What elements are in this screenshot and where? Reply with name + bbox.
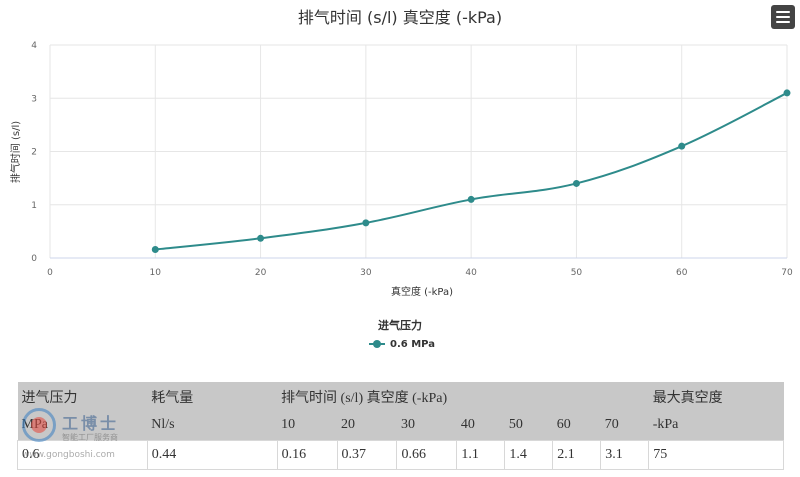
header-unit: -kPa [652,417,679,433]
hamburger-menu-icon[interactable] [771,5,795,29]
header-unit: 30 [400,417,415,433]
x-tick-label: 10 [150,268,162,278]
y-tick-label: 4 [31,41,37,51]
header-unit: Nl/s [151,417,175,433]
y-axis-label: 排气时间 (s/l) [9,121,22,183]
legend-line-dot-icon [369,339,385,349]
table-cell: 0.6 [17,439,148,470]
table-cell: 1.1 [456,439,506,470]
y-tick-label: 1 [31,201,37,211]
data-point[interactable] [151,245,159,253]
data-point[interactable] [257,234,265,242]
grid-lines [49,44,788,259]
x-axis-label: 真空度 (-kPa) [391,285,453,298]
table-cell: 0.44 [146,439,278,470]
legend-title: 进气压力 [378,319,422,332]
legend-label: 0.6 MPa [390,338,435,350]
header-unit: 50 [508,417,523,433]
table-cell: 0.37 [336,439,398,470]
header-unit: MPa [21,417,48,433]
header-unit: 10 [281,417,296,433]
header-unit: 20 [341,417,355,433]
x-tick-label: 40 [465,268,477,278]
legend-item-0-6-mpa[interactable]: 0.6 MPa [369,337,435,351]
header-inlet-pressure: 进气压力 [21,390,78,406]
series-points [151,89,791,253]
header-max-vacuum: 最大真空度 [652,390,723,406]
table-cell: 3.1 [600,439,650,470]
x-tick-label: 20 [255,268,267,278]
x-tick-label: 50 [571,268,583,278]
table-cell: 75 [648,439,784,470]
x-tick-label: 0 [47,268,53,278]
table-header-row-1: 进气压力 耗气量 排气时间 (s/l) 真空度 (-kPa) 最大真空度 [17,382,784,411]
data-point[interactable] [678,142,686,150]
x-tick-label: 30 [360,268,372,278]
spec-table: 进气压力 耗气量 排气时间 (s/l) 真空度 (-kPa) 最大真空度 MPa… [17,382,784,470]
header-unit: 60 [556,417,571,433]
line-chart: 0 1 2 3 4 0 10 20 30 40 50 60 70 真空度 (-kPa) 排气时间 (s… [9,41,793,298]
x-tick-label: 70 [781,268,793,278]
data-point[interactable] [467,195,475,203]
y-axis-ticks: 0 1 2 3 4 [31,41,37,264]
y-tick-label: 3 [31,94,37,104]
table-cell: 0.16 [276,439,338,470]
data-point[interactable] [783,89,791,97]
table-cell: 2.1 [552,439,602,470]
y-tick-label: 0 [31,254,37,264]
table-row: 0.6 0.44 0.16 0.37 0.66 1.1 1.4 2.1 3.1 … [17,439,784,470]
y-tick-label: 2 [31,148,37,158]
table-cell: 0.66 [396,439,458,470]
data-point[interactable] [362,219,370,227]
table-header-row-2: MPa Nl/s 10 20 30 40 50 60 70 -kPa [17,411,784,440]
x-axis-ticks: 0 10 20 30 40 50 60 70 [47,268,793,278]
header-unit: 40 [460,417,475,433]
data-point[interactable] [572,179,580,187]
header-unit: 70 [604,417,619,433]
header-air-consumption: 耗气量 [151,390,194,406]
x-tick-label: 60 [676,268,688,278]
header-exhaust-time: 排气时间 (s/l) 真空度 (-kPa) [281,390,448,406]
table-cell: 1.4 [504,439,554,470]
chart-title: 排气时间 (s/l) 真空度 (-kPa) [297,8,503,27]
